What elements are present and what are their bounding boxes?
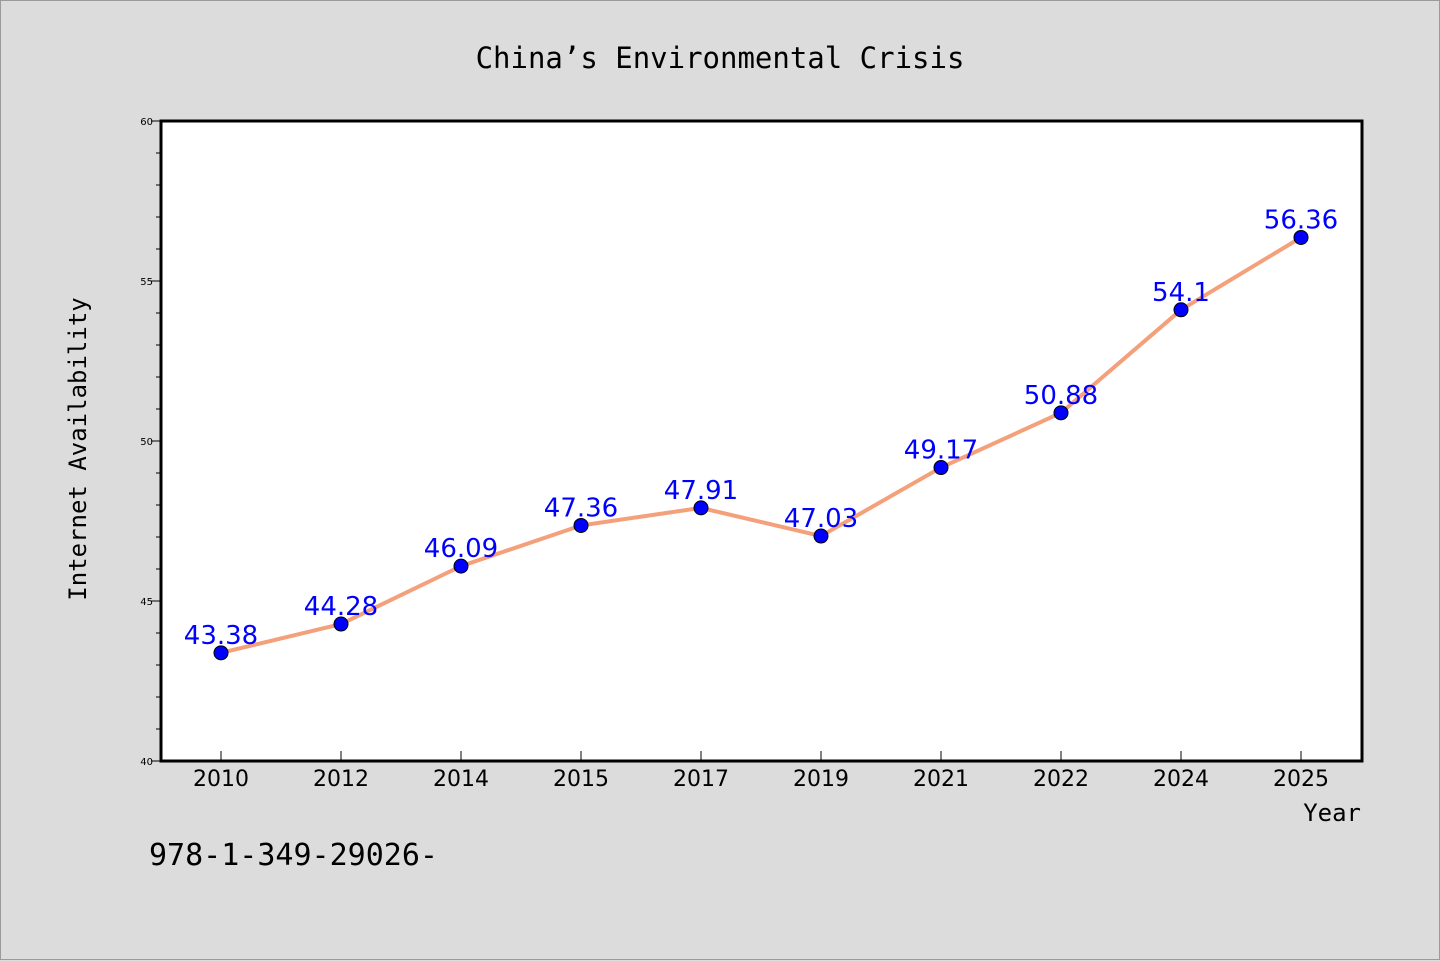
data-label: 47.03 — [784, 504, 858, 534]
data-label: 49.17 — [904, 436, 978, 466]
x-axis-label: Year — [1303, 799, 1361, 827]
data-label: 47.91 — [664, 476, 738, 506]
x-tick-label: 2022 — [1033, 767, 1089, 792]
x-tick-label: 2012 — [313, 767, 369, 792]
data-label: 50.88 — [1024, 381, 1098, 411]
marker-group — [213, 229, 1309, 661]
y-tick-label: 50 — [140, 437, 153, 448]
data-label: 47.36 — [544, 493, 618, 523]
x-tick-label: 2017 — [673, 767, 729, 792]
data-label: 44.28 — [304, 592, 378, 622]
data-point-marker — [453, 558, 469, 574]
data-point-marker — [1293, 229, 1309, 245]
x-tick-label: 2010 — [193, 767, 249, 792]
data-point-marker — [1173, 302, 1189, 318]
y-tick-label: 55 — [140, 277, 153, 288]
x-tick-label: 2019 — [793, 767, 849, 792]
x-tick-label: 2014 — [433, 767, 489, 792]
series-line-group — [219, 235, 1303, 655]
data-point-marker — [1053, 405, 1069, 421]
data-label: 46.09 — [424, 534, 498, 564]
x-tick-label: 2015 — [553, 767, 609, 792]
series-line — [219, 235, 1303, 655]
y-tick-label: 45 — [140, 597, 153, 608]
data-label: 43.38 — [184, 621, 258, 651]
x-tick-label: 2021 — [913, 767, 969, 792]
data-label: 54.1 — [1152, 278, 1210, 308]
plot-area — [159, 119, 1364, 763]
x-tick-label: 2024 — [1153, 767, 1209, 792]
data-point-marker — [213, 645, 229, 661]
data-point-marker — [813, 528, 829, 544]
data-point-marker — [573, 517, 589, 533]
data-point-marker — [693, 500, 709, 516]
y-tick-label: 60 — [140, 117, 153, 128]
data-point-marker — [333, 616, 349, 632]
y-axis-label: Internet Availability — [64, 297, 92, 600]
x-axis: 2010 2012 2014 2015 2017 2019 2021 2022 2024 2025 — [193, 751, 1329, 792]
data-point-marker — [933, 460, 949, 476]
y-tick-label: 40 — [140, 757, 153, 768]
chart-title: China’s Environmental Crisis — [476, 41, 965, 75]
y-axis: 40 45 50 55 60 — [140, 117, 161, 768]
data-label: 56.36 — [1264, 205, 1338, 235]
x-tick-label: 2025 — [1273, 767, 1329, 792]
footer-code: 978-1-349-29026- — [149, 838, 438, 873]
data-label-group: 43.38 44.28 46.09 47.36 47.91 47.03 49.17 50.88… — [184, 205, 1338, 650]
